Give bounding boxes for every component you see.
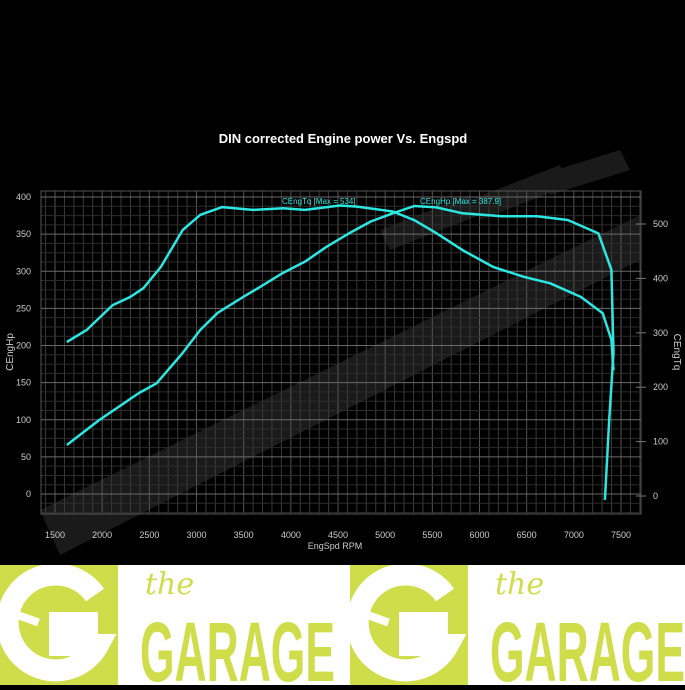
x-tick-label: 3000 [186, 530, 206, 540]
y-right-tick-label: 500 [653, 219, 668, 229]
brand-large-text: GARAGE [140, 605, 335, 685]
y-left-tick-label: 250 [16, 303, 31, 313]
y-axis-left: 0 50 100 150 200 250 300 350 400 [16, 192, 31, 499]
x-tick-label: 4500 [328, 530, 348, 540]
torque-max-annotation: CEngTq [Max = 534] [282, 197, 356, 206]
y-left-tick-label: 400 [16, 192, 31, 202]
garage-logo-repeat: the GARAGE [346, 563, 685, 685]
brand-large-text: GARAGE [490, 605, 685, 685]
y-axis-left-label: CEngHp [5, 333, 16, 371]
y-left-tick-label: 50 [21, 452, 31, 462]
brand-small-text: the [145, 567, 195, 602]
y-left-tick-label: 200 [16, 341, 31, 351]
y-axis-right-label: CEngTq [671, 334, 682, 371]
y-left-tick-label: 350 [16, 229, 31, 239]
series-line-cengtq [66, 204, 615, 371]
dyno-chart: DIN corrected Engine power Vs. Engspd 15… [5, 131, 682, 555]
x-tick-label: 7000 [564, 530, 584, 540]
brand-large-logo: GARAGE [490, 605, 685, 685]
g-wrench-logo-icon [0, 563, 118, 685]
y-right-tick-label: 400 [653, 273, 668, 283]
x-tick-label: 2000 [92, 530, 112, 540]
series-group [66, 204, 615, 500]
x-tick-label: 7500 [611, 530, 631, 540]
x-tick-label: 6000 [469, 530, 489, 540]
hp-max-annotation: CEngHp [Max = 387.9] [420, 197, 501, 206]
y-left-tick-label: 150 [16, 378, 31, 388]
brand-small-text: the [495, 567, 545, 602]
x-tick-label: 1500 [45, 530, 65, 540]
y-axis-right: 0 100 200 300 400 500 [636, 219, 668, 501]
x-tick-label: 3500 [234, 530, 254, 540]
garage-banner: the GARAGE the GARAGE [0, 563, 685, 685]
watermark-dvx-performance [40, 150, 640, 555]
plot-frame [40, 190, 642, 515]
x-tick-label: 2500 [139, 530, 159, 540]
x-tick-label: 4000 [281, 530, 301, 540]
x-tick-label: 5000 [375, 530, 395, 540]
y-right-tick-label: 100 [653, 437, 668, 447]
x-axis-label: EngSpd RPM [308, 541, 363, 551]
x-tick-label: 6500 [517, 530, 537, 540]
y-right-tick-label: 200 [653, 382, 668, 392]
g-wrench-logo-icon [346, 563, 468, 685]
y-left-tick-label: 300 [16, 266, 31, 276]
y-left-tick-label: 0 [26, 489, 31, 499]
grid [41, 191, 641, 514]
y-left-tick-label: 100 [16, 415, 31, 425]
y-right-tick-label: 0 [653, 491, 658, 501]
series-line-cenghp [66, 204, 615, 500]
chart-title: DIN corrected Engine power Vs. Engspd [219, 131, 468, 146]
x-tick-label: 5500 [422, 530, 442, 540]
garage-logo: the GARAGE [0, 563, 335, 685]
y-right-tick-label: 300 [653, 328, 668, 338]
brand-large-logo: GARAGE [140, 605, 335, 685]
x-axis: 1500 2000 2500 3000 3500 4000 4500 5000 5500 6000… [45, 530, 631, 540]
